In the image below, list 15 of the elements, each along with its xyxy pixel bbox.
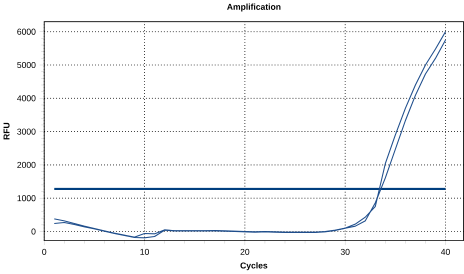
y-axis-title: RFU (4, 122, 10, 140)
y-tick-label: 1000 (18, 195, 36, 202)
y-tick-label: 3000 (17, 128, 36, 135)
x-tick-label: 20 (240, 248, 250, 256)
y-tick-label: 0 (31, 228, 36, 235)
x-tick-label: 30 (340, 248, 350, 256)
y-tick-label: 6000 (17, 28, 36, 35)
x-tick-label: 0 (42, 248, 46, 256)
y-tick-label: 2000 (17, 162, 36, 168)
x-axis-title: Cycles (240, 262, 268, 270)
x-tick-label: 40 (440, 248, 450, 256)
y-tick-label: 5000 (17, 62, 36, 68)
x-tick-label: 10 (140, 248, 149, 256)
chart-title: Amplification (227, 4, 280, 12)
y-tick-label: 4000 (17, 95, 36, 102)
